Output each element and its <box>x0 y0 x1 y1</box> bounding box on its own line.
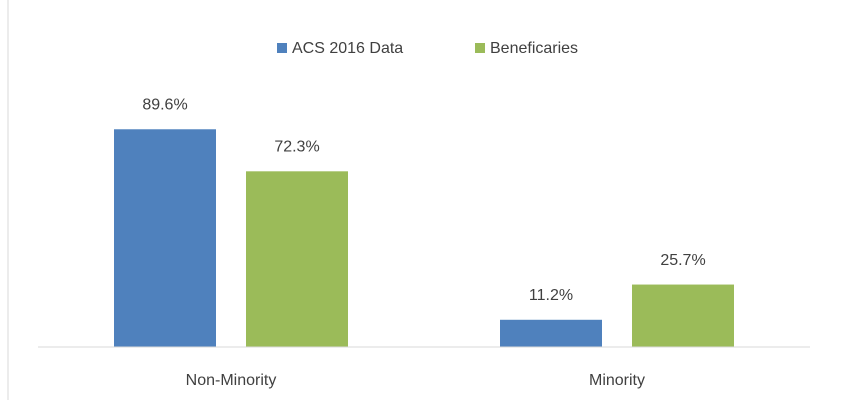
data-label: 89.6% <box>142 96 187 113</box>
bar <box>114 129 216 347</box>
bar <box>246 171 348 347</box>
legend-label: Beneficaries <box>490 40 578 57</box>
data-label: 11.2% <box>529 287 573 304</box>
x-tick-label: Minority <box>589 372 645 389</box>
bar <box>632 284 734 347</box>
legend-label: ACS 2016 Data <box>292 40 403 57</box>
legend-swatch <box>277 43 287 53</box>
data-label: 25.7% <box>660 252 705 269</box>
bar <box>500 319 602 347</box>
data-label: 72.3% <box>274 139 319 156</box>
x-tick-label: Non-Minority <box>186 372 277 389</box>
legend-swatch <box>475 43 485 53</box>
